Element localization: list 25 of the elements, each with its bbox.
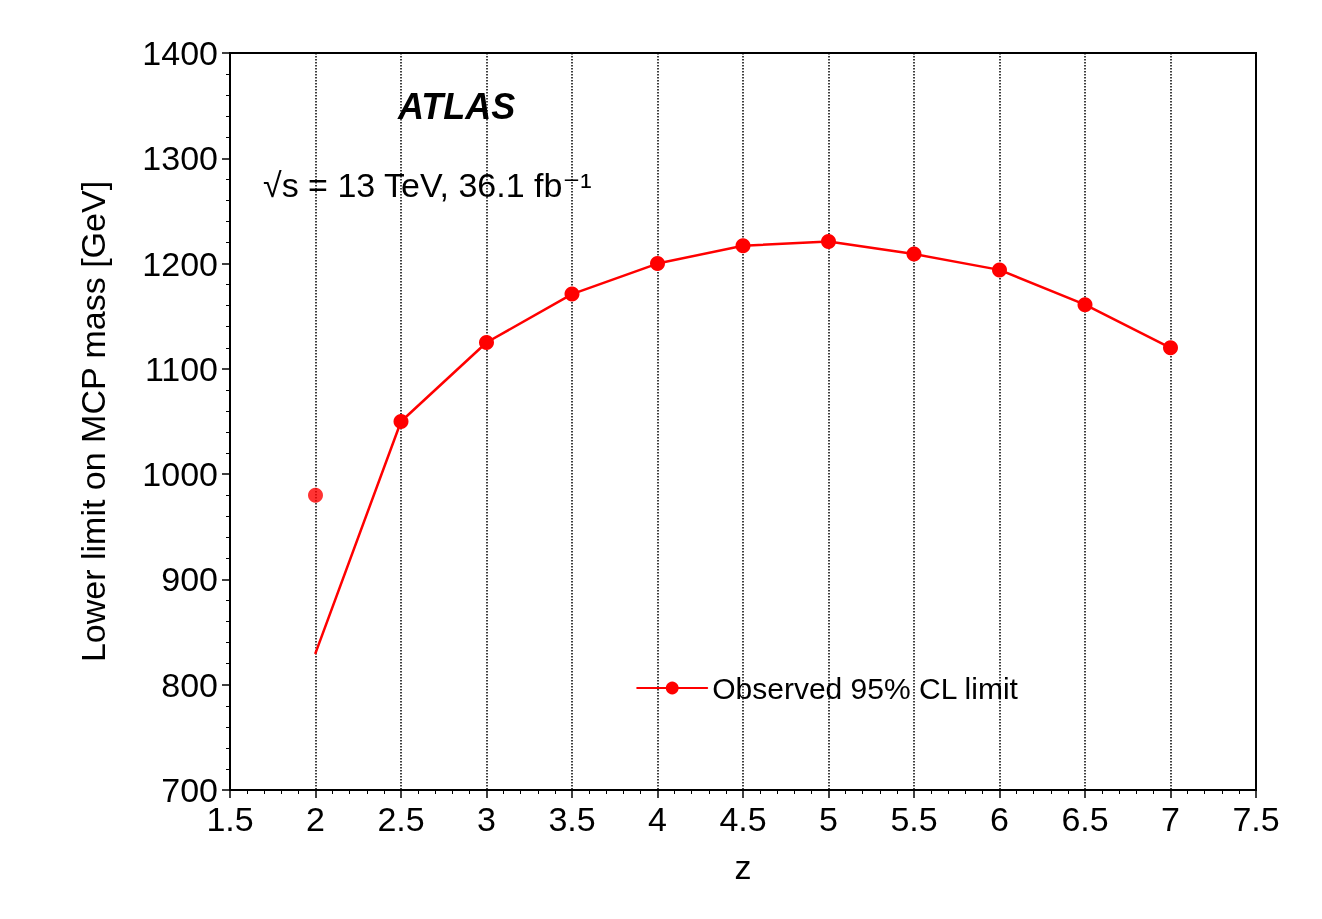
y-tick-label: 900 [161, 560, 218, 599]
x-tick-label: 7 [1161, 800, 1180, 838]
y-tick-label: 1000 [142, 455, 218, 494]
x-tick-label: 2.5 [377, 800, 425, 838]
y-tick-label: 1200 [142, 244, 218, 283]
x-tick-label: 4.5 [719, 800, 767, 838]
x-tick-label: 6 [990, 800, 1009, 838]
x-tick-label: 5.5 [890, 800, 938, 838]
y-tick-label: 1300 [142, 139, 218, 178]
annotation: ATLAS [397, 85, 516, 127]
x-tick-label: 4 [648, 800, 667, 838]
x-tick-label: 5 [819, 800, 838, 838]
x-axis-title: z [734, 848, 752, 886]
y-tick-label: 800 [161, 665, 218, 704]
y-axis-title: Lower limit on MCP mass [GeV] [74, 180, 112, 663]
x-tick-label: 3 [477, 800, 496, 838]
y-tick-label: 700 [161, 771, 218, 809]
y-tick-label: 1400 [142, 34, 218, 72]
x-tick-label: 6.5 [1061, 800, 1109, 838]
x-tick-label: 3.5 [548, 800, 596, 838]
y-tick-label: 1100 [144, 349, 218, 388]
annotation: √s = 13 TeV, 36.1 fb⁻¹ [263, 166, 592, 204]
x-tick-label: 7.5 [1232, 800, 1280, 838]
x-tick-label: 2 [306, 800, 325, 838]
legend-label: Observed 95% CL limit [712, 671, 1019, 705]
